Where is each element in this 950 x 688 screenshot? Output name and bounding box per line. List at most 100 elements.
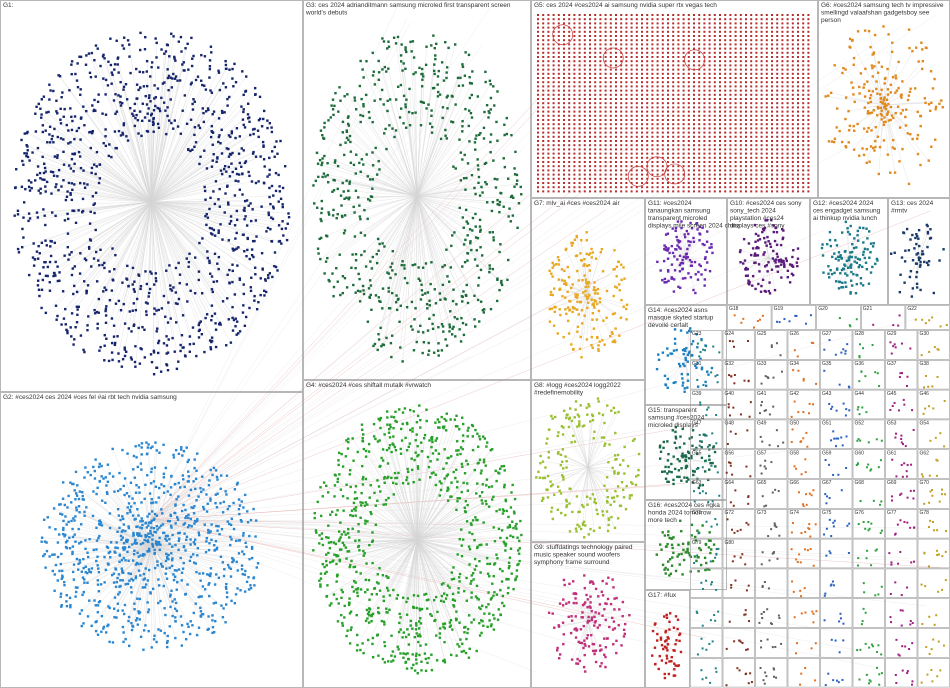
node bbox=[148, 549, 151, 553]
node bbox=[354, 172, 357, 175]
node bbox=[276, 152, 279, 155]
edge bbox=[149, 14, 937, 521]
node bbox=[105, 484, 108, 487]
node bbox=[220, 527, 224, 531]
edge bbox=[665, 234, 687, 258]
node bbox=[63, 107, 66, 111]
node bbox=[507, 215, 510, 218]
node bbox=[447, 46, 450, 50]
node bbox=[195, 519, 199, 522]
node bbox=[340, 588, 343, 592]
node bbox=[65, 523, 68, 526]
node bbox=[95, 165, 98, 168]
node bbox=[200, 79, 203, 82]
node bbox=[249, 202, 252, 205]
node bbox=[239, 518, 243, 522]
node bbox=[342, 530, 346, 534]
edge bbox=[587, 616, 623, 622]
edge bbox=[87, 545, 152, 583]
node bbox=[126, 550, 129, 554]
node bbox=[208, 226, 212, 230]
node bbox=[237, 332, 240, 335]
node bbox=[512, 510, 516, 513]
node bbox=[221, 561, 225, 564]
node bbox=[421, 293, 424, 297]
node bbox=[85, 506, 88, 509]
edge bbox=[415, 440, 418, 541]
node bbox=[341, 120, 345, 124]
node bbox=[458, 428, 461, 431]
node bbox=[430, 445, 433, 449]
node bbox=[89, 571, 93, 574]
edge bbox=[416, 501, 466, 541]
node bbox=[105, 545, 109, 548]
node bbox=[97, 571, 101, 574]
node bbox=[455, 449, 458, 452]
node bbox=[341, 621, 344, 625]
node bbox=[259, 293, 262, 297]
edge bbox=[127, 201, 152, 280]
node bbox=[186, 460, 189, 464]
node bbox=[478, 435, 481, 438]
node bbox=[151, 587, 155, 591]
node bbox=[31, 151, 34, 154]
node bbox=[64, 545, 68, 549]
node bbox=[425, 419, 428, 423]
node bbox=[103, 57, 106, 60]
node bbox=[369, 284, 373, 287]
node bbox=[58, 503, 61, 506]
node bbox=[210, 165, 214, 168]
node bbox=[379, 326, 382, 330]
node bbox=[231, 151, 234, 155]
node bbox=[107, 60, 110, 63]
node bbox=[425, 303, 429, 306]
node bbox=[121, 133, 125, 136]
node bbox=[439, 599, 443, 603]
node bbox=[120, 365, 124, 368]
node bbox=[355, 570, 358, 574]
node bbox=[210, 538, 213, 542]
node bbox=[250, 253, 254, 257]
node bbox=[201, 237, 204, 240]
node bbox=[162, 484, 166, 488]
node bbox=[420, 289, 424, 292]
node bbox=[339, 99, 342, 102]
node bbox=[177, 568, 181, 571]
node bbox=[321, 161, 324, 164]
node bbox=[207, 573, 211, 577]
node bbox=[56, 135, 59, 139]
node bbox=[442, 330, 445, 333]
node bbox=[476, 298, 480, 302]
node bbox=[332, 559, 335, 562]
node bbox=[391, 291, 394, 295]
node bbox=[513, 185, 516, 188]
node bbox=[205, 493, 208, 496]
node bbox=[171, 336, 174, 340]
node bbox=[430, 472, 434, 475]
node bbox=[354, 189, 358, 193]
node bbox=[472, 618, 476, 621]
node bbox=[209, 45, 213, 48]
node bbox=[67, 494, 70, 498]
node bbox=[402, 94, 406, 98]
node bbox=[474, 325, 477, 328]
node bbox=[514, 578, 517, 582]
node bbox=[371, 120, 374, 124]
edge bbox=[562, 434, 589, 468]
node bbox=[439, 137, 443, 141]
node bbox=[450, 333, 454, 336]
edge bbox=[416, 510, 504, 541]
node bbox=[341, 131, 344, 134]
node bbox=[92, 465, 95, 469]
node bbox=[504, 542, 508, 545]
node bbox=[217, 198, 220, 201]
node bbox=[369, 510, 372, 514]
node bbox=[129, 505, 133, 508]
edge bbox=[416, 451, 423, 541]
node bbox=[94, 75, 97, 78]
edge bbox=[151, 201, 179, 362]
node bbox=[200, 595, 203, 598]
edge bbox=[151, 201, 199, 281]
node bbox=[232, 249, 235, 252]
node bbox=[427, 656, 430, 660]
